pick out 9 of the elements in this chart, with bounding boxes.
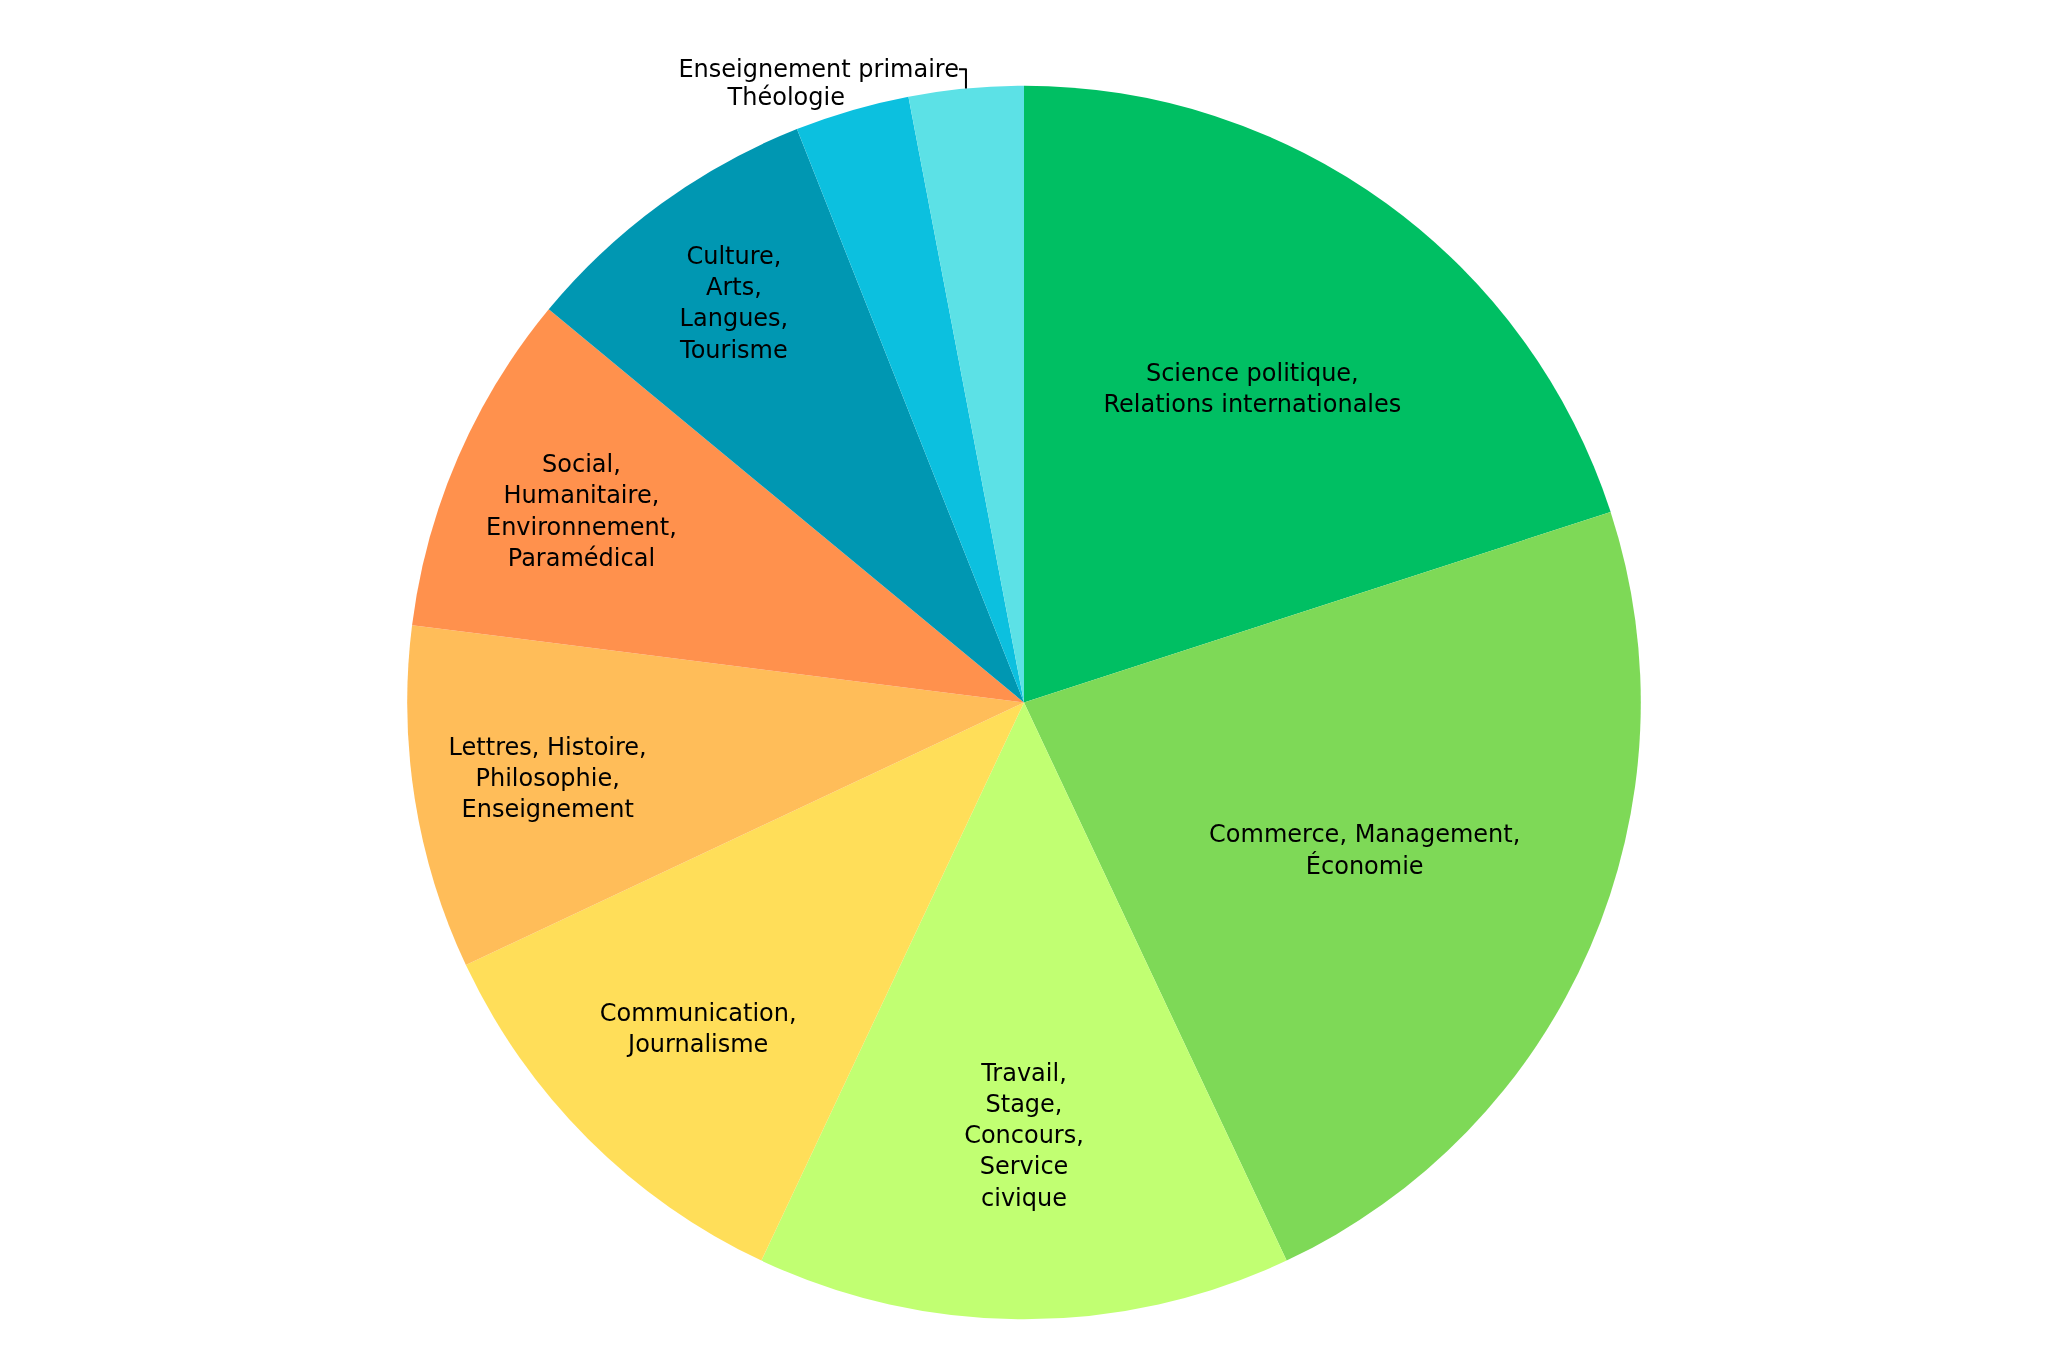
slice-label: Théologie bbox=[726, 83, 845, 112]
slice-label: Commerce, Management, Économie bbox=[1209, 820, 1521, 880]
slice-label: Communication, Journalisme bbox=[599, 998, 797, 1058]
slice-label: Science politique, Relations internationales bbox=[1103, 358, 1402, 418]
slice-label: Enseignement primaire bbox=[678, 55, 959, 84]
slice-label: Travail, Stage, Concours, Service civique bbox=[964, 1058, 1084, 1212]
slice-label: Culture, Arts, Langues, Tourisme bbox=[679, 242, 789, 364]
slice-label: Lettres, Histoire, Philosophie, Enseignement bbox=[448, 732, 647, 824]
slice-label: Social, Humanitaire, Environnement, Paramédical bbox=[485, 450, 677, 572]
